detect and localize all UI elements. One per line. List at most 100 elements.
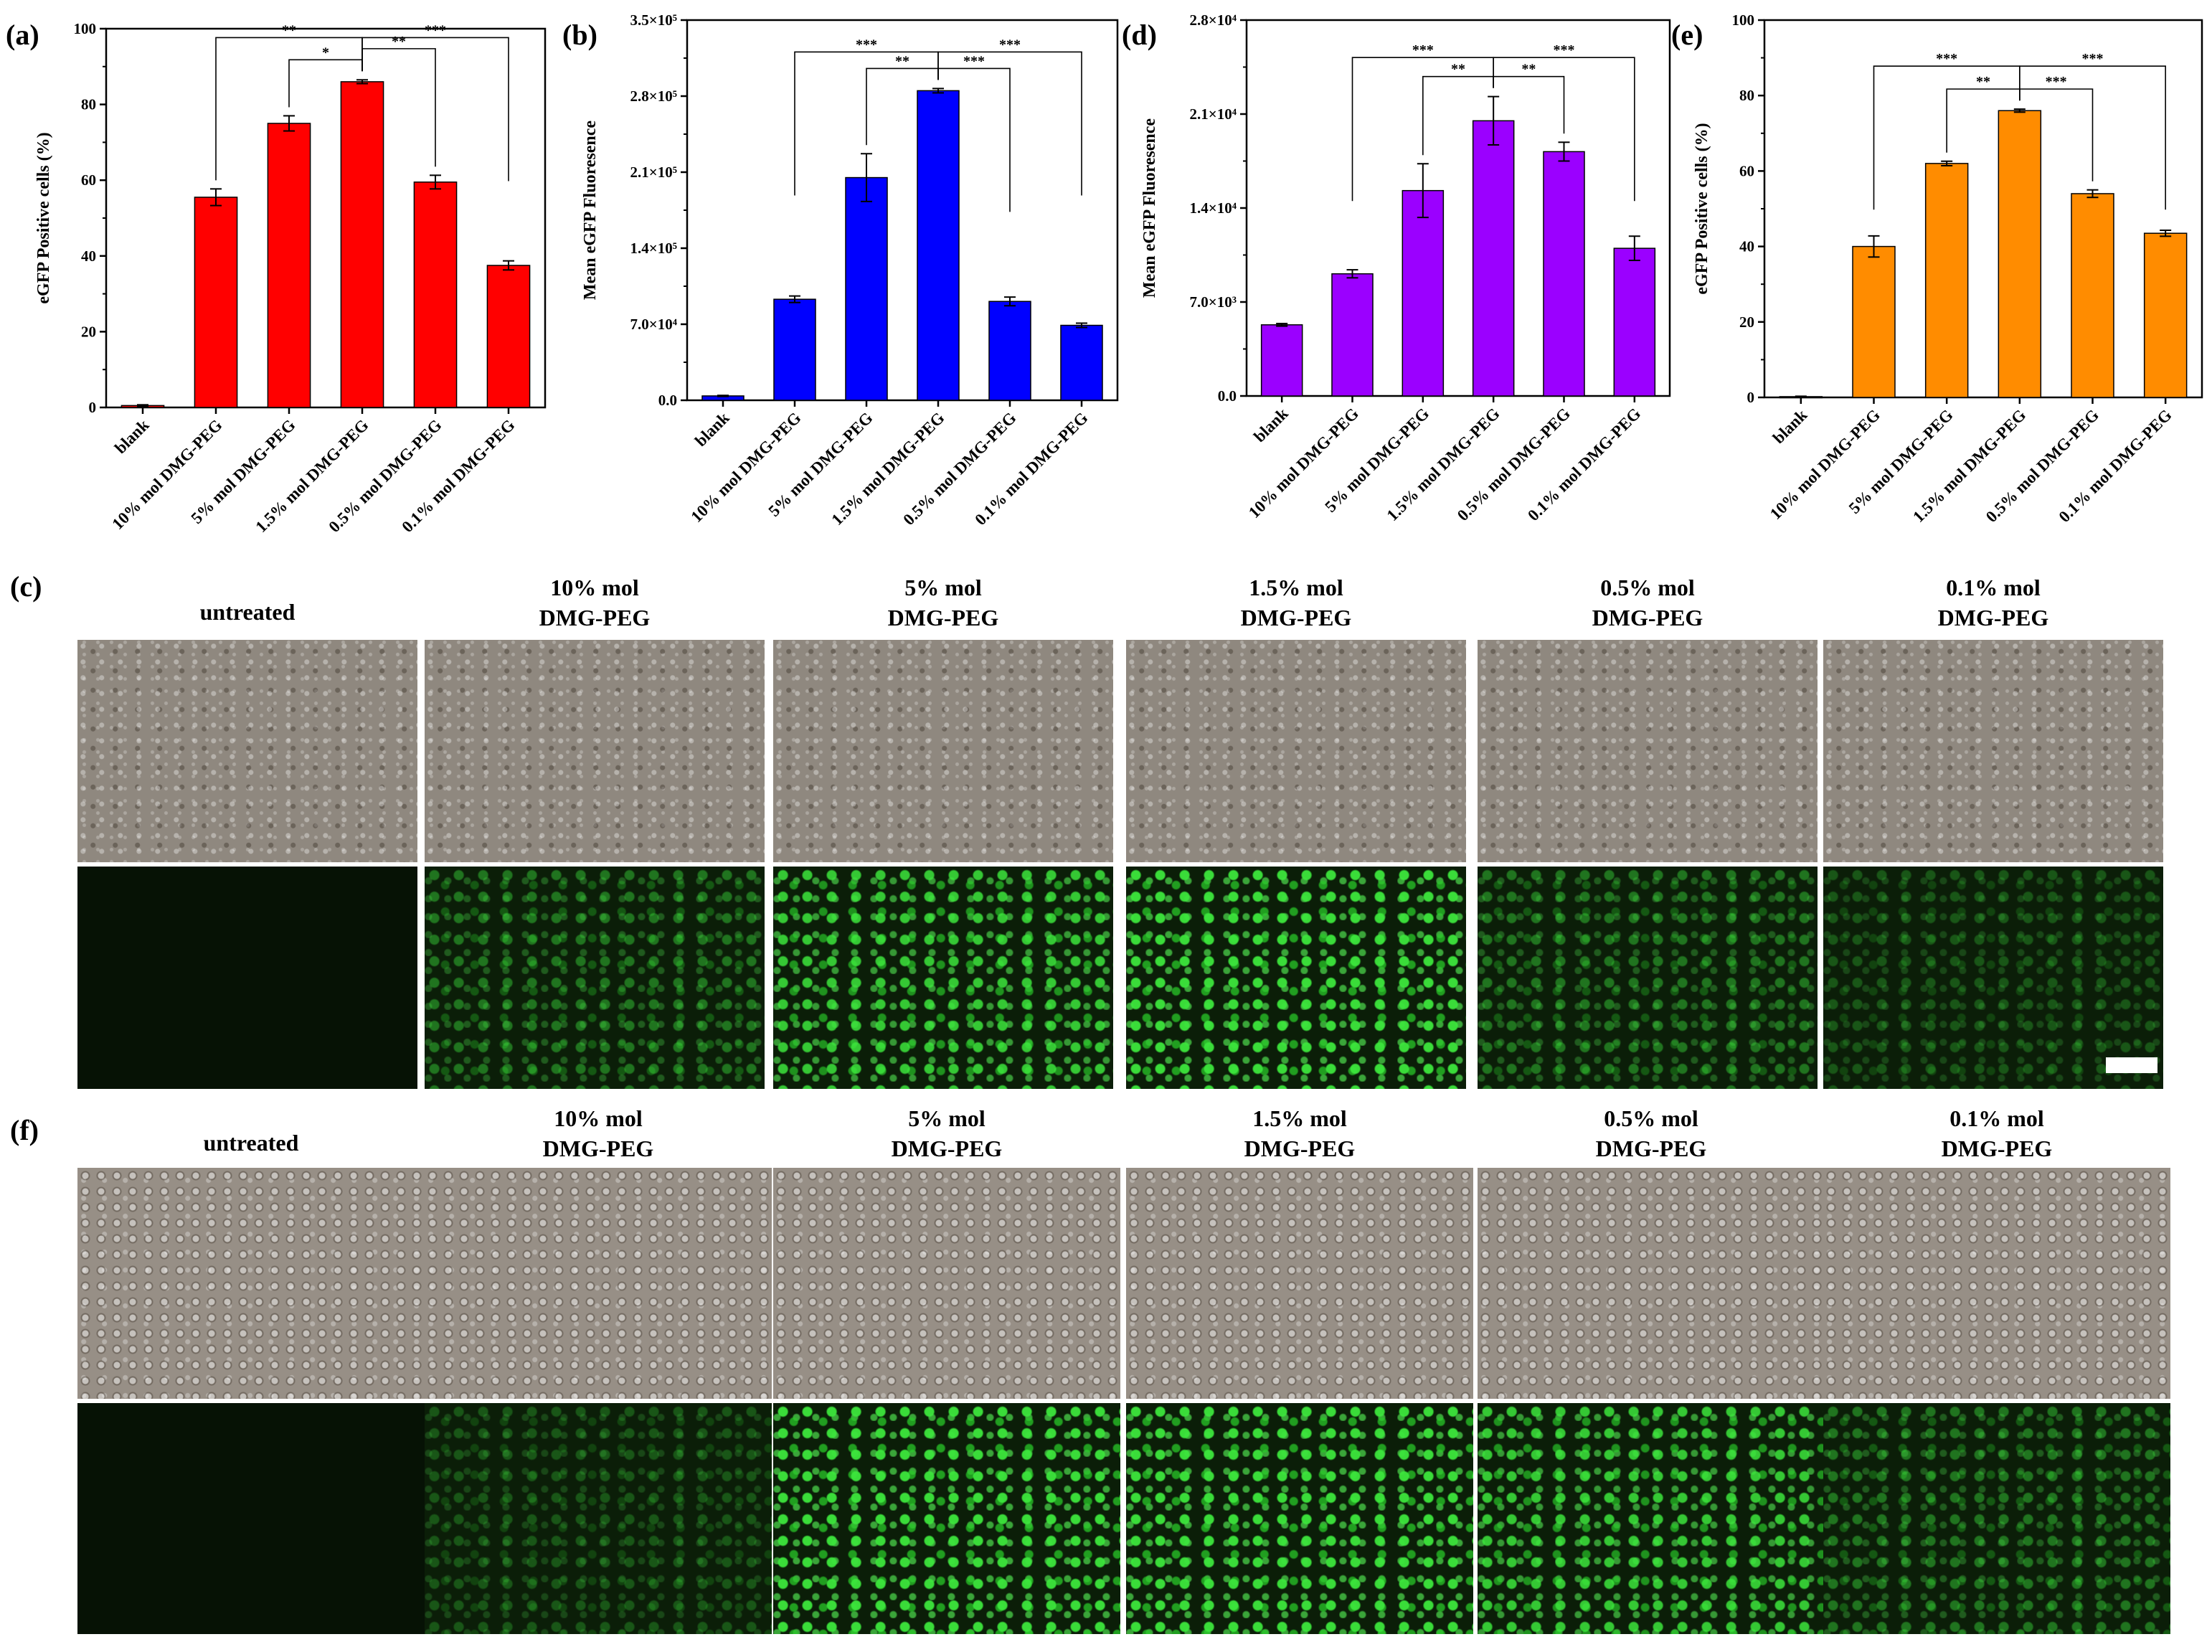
bar: [1260, 324, 1303, 397]
y-tick-label: 2.8×10⁵: [630, 88, 677, 105]
column-header-line1: 0.1% mol: [1949, 1105, 2044, 1131]
y-tick-label: 20: [1739, 313, 1754, 331]
y-tick-label: 1.4×10⁴: [1189, 199, 1237, 217]
image-grid-f: (f) untreated 10% mol DMG-PEG 5% mol DMG-PEG…: [0, 1098, 2212, 1652]
significance-label: ***: [856, 37, 877, 52]
bar: [988, 301, 1031, 401]
significance-label: **: [895, 53, 909, 69]
brightfield-image: [425, 640, 765, 862]
bar-chart-b-svg: (b) 0.0 7.0×10⁴ 1.4×10⁵ 2.1×10⁵ 2.8×10⁵ 3.5×10…: [562, 11, 1119, 529]
bar: [2071, 193, 2114, 398]
column-header-line1: 5% mol: [904, 575, 982, 600]
y-tick-label: 7.0×10⁴: [630, 316, 677, 333]
bar: [267, 123, 311, 408]
fluorescence-image: [77, 1403, 425, 1634]
column-header-line2: DMG-PEG: [542, 1136, 654, 1161]
fluorescence-image: [1478, 867, 1818, 1089]
column-header-line2: DMG-PEG: [1244, 1136, 1356, 1161]
plot-frame: [686, 19, 1119, 402]
brightfield-image: [1126, 1168, 1473, 1399]
significance-bracket: [1493, 57, 1635, 202]
y-tick-label: 0: [1747, 389, 1755, 406]
panel-letter-f: (f): [10, 1114, 39, 1146]
brightfield-image: [773, 1168, 1120, 1399]
significance-label: ***: [425, 22, 446, 38]
brightfield-image: [425, 1168, 772, 1399]
fluorescence-image: [425, 867, 765, 1089]
bar-chart-a: (a) 0 20 40 60 80 100 eGFP Positive cells (%) bl…: [0, 0, 559, 574]
bar: [340, 81, 384, 408]
significance-label: ***: [2046, 74, 2067, 90]
brightfield-image: [1478, 640, 1818, 862]
bar: [1331, 273, 1374, 397]
brightfield-image: [1823, 1168, 2170, 1399]
column-header-line2: DMG-PEG: [1240, 605, 1352, 631]
column-header: untreated: [90, 597, 405, 627]
column-header-line1: untreated: [199, 599, 296, 625]
bar: [413, 181, 458, 408]
category-label: blank: [1769, 406, 1811, 448]
column-header-line2: DMG-PEG: [1595, 1136, 1707, 1161]
bar-chart-e-svg: (e) 0 20 40 60 80 100 eGFP Positive cells (%) bl…: [1671, 11, 2203, 526]
significance-label: ***: [1412, 42, 1434, 58]
column-header: 10% mol DMG-PEG: [440, 1103, 756, 1164]
y-tick-label: 20: [81, 323, 96, 340]
bar: [1402, 189, 1445, 397]
column-header-line1: 1.5% mol: [1252, 1105, 1347, 1131]
bar: [486, 265, 531, 408]
column-header: 0.1% mol DMG-PEG: [1839, 1103, 2155, 1164]
y-tick-label: 100: [74, 20, 97, 37]
significance-bracket: [2019, 65, 2166, 210]
column-header-line2: DMG-PEG: [891, 1136, 1003, 1161]
y-tick-label: 2.8×10⁴: [1189, 11, 1237, 29]
column-header: 0.5% mol DMG-PEG: [1493, 1103, 1809, 1164]
fluorescence-image: [1823, 867, 2163, 1089]
fluorescence-image: [1126, 1403, 1473, 1634]
significance-label: *: [322, 44, 329, 60]
column-header: untreated: [93, 1128, 409, 1158]
y-axis-label: eGFP Positive cells (%): [34, 132, 53, 303]
fluorescence-image: [1478, 1403, 1825, 1634]
significance-label: **: [392, 34, 406, 49]
panel-letter-c: (c): [10, 570, 42, 603]
y-tick-label: 80: [1739, 87, 1754, 104]
fluorescence-image: [425, 1403, 772, 1634]
y-tick-label: 0: [89, 399, 97, 416]
panel-letter: (b): [562, 19, 597, 51]
significance-bracket: [361, 37, 509, 181]
y-axis-label: eGFP Positive cells (%): [1693, 123, 1711, 294]
brightfield-image: [1478, 1168, 1825, 1399]
column-header: 5% mol DMG-PEG: [789, 1103, 1105, 1164]
bar-chart-e: (e) 0 20 40 60 80 100 eGFP Positive cells (%) bl…: [1671, 0, 2212, 574]
bar: [1613, 247, 1656, 397]
fluorescence-image: [77, 867, 417, 1089]
y-tick-label: 2.1×10⁵: [630, 164, 677, 181]
column-header-line2: DMG-PEG: [539, 605, 651, 631]
bar: [1543, 151, 1585, 397]
significance-label: **: [1451, 62, 1465, 77]
column-header-line2: DMG-PEG: [1941, 1136, 2053, 1161]
image-grid-c: (c) untreated 10% mol DMG-PEG 5% mol DMG-PEG…: [0, 567, 2212, 1098]
column-header-line1: 1.5% mol: [1249, 575, 1343, 600]
y-axis-label: Mean eGFP Fluoresence: [1140, 118, 1159, 298]
column-header-line2: DMG-PEG: [1592, 605, 1703, 631]
fluorescence-image: [1823, 1403, 2170, 1634]
significance-label: ***: [1936, 51, 1957, 67]
plot-frame: [105, 27, 547, 409]
bar: [1060, 324, 1103, 401]
category-label: blank: [111, 416, 153, 458]
y-axis-label: Mean eGFP Fluoresence: [581, 121, 600, 301]
y-tick-label: 1.4×10⁵: [630, 240, 677, 257]
significance-label: ***: [963, 53, 985, 69]
column-header-line1: 0.5% mol: [1600, 575, 1695, 600]
y-tick-label: 40: [1739, 238, 1754, 255]
bar-chart-d-svg: (d) 0.0 7.0×10³ 1.4×10⁴ 2.1×10⁴ 2.8×10⁴ Mean e…: [1122, 11, 1671, 524]
significance-label: **: [1521, 62, 1536, 77]
bar: [1852, 245, 1896, 398]
column-header-line1: 10% mol: [554, 1105, 643, 1131]
bar: [917, 90, 960, 401]
significance-label: **: [1976, 74, 1990, 90]
y-tick-label: 100: [1732, 11, 1755, 29]
y-tick-label: 7.0×10³: [1189, 293, 1237, 311]
significance-bracket: [937, 51, 1082, 196]
